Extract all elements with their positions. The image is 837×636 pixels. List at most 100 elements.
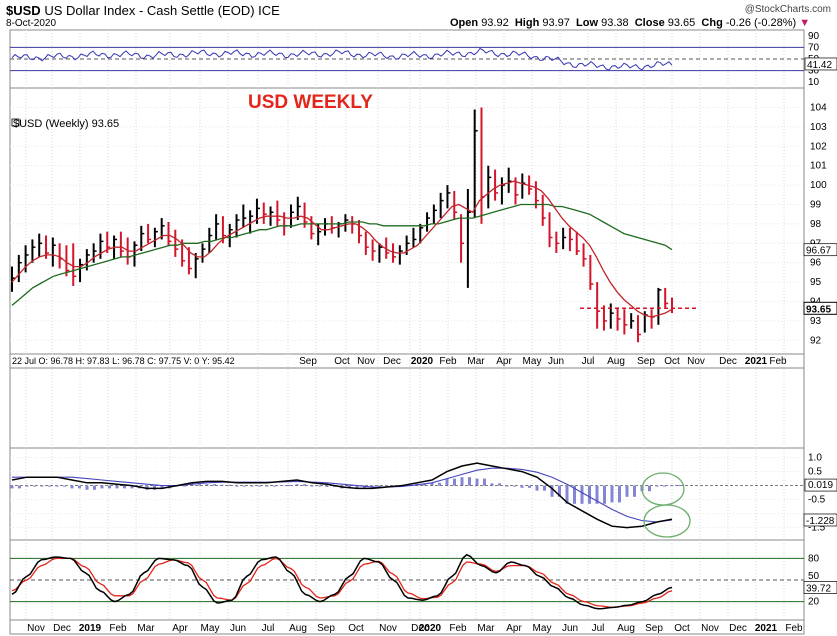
bottom-x-tick: Mar [137,623,155,634]
macd-histogram-bar [228,484,231,486]
price-value-box [803,301,837,315]
bottom-x-tick: Jun [562,623,578,634]
bottom-x-tick: May [533,623,552,634]
bottom-x-tick: Feb [449,623,467,634]
bottom-x-tick: Jun [230,623,246,634]
close-label: Close [634,17,665,29]
macd-value-box [803,513,837,527]
symbol-line: $USD US Dollar Index - Cash Settle (EOD)… [6,3,280,18]
macd-histogram-bar [70,485,74,489]
open-label: Open [450,17,479,29]
macd-histogram-bar [250,485,254,487]
price-axis-strip [9,353,805,369]
macd-histogram-bar [93,485,96,490]
bottom-axis-strip [9,619,805,635]
stochastic-tick-label: 80 [808,553,820,564]
volume-panel [9,367,805,449]
rsi-tick-label: 30 [808,66,820,77]
price-x-tick: Oct [334,356,350,367]
macd-histogram-bar [483,478,486,486]
stochastic-current-value: 39.72 [806,583,831,594]
price-x-tick: Aug [607,356,625,367]
macd-histogram-bar [558,485,561,497]
bottom-x-tick: Sep [317,623,335,634]
info-line: 22 Jul O: 96.78 H: 97.83 L: 96.78 C: 97.… [12,356,235,366]
macd-histogram-bar [273,485,276,487]
bottom-x-tick: May [201,623,220,634]
macd-histogram-bar [100,485,104,489]
price-x-tick: Dec [719,356,737,367]
macd-histogram-bar [198,484,201,486]
macd-histogram-bar [123,485,126,489]
price-x-tick: 2020 [411,356,434,367]
macd-current-value: -1.228 [806,516,835,527]
chg-value: -0.26 (-0.28%) [725,17,797,29]
macd-histogram-bar [288,485,291,487]
price-x-tick: 2021 [745,356,768,367]
rsi-current-value: 41.42 [807,60,832,71]
macd-histogram-bar [130,485,134,489]
macd-histogram-bar [498,483,501,486]
macd-histogram-bar [565,485,569,504]
macd-histogram-bar [378,485,381,487]
price-x-tick: May [523,356,542,367]
macd-histogram-bar [160,485,164,489]
low-label: Low [576,17,599,29]
stochastic-d-line [11,557,673,609]
macd-histogram-bar [183,485,186,487]
price-tick-label: 104 [810,103,827,114]
price-x-tick: Sep [637,356,655,367]
macd-signal-line [12,467,673,523]
macd-histogram-bar [63,485,66,487]
macd-line [11,462,673,529]
price-x-tick: Dec [383,356,401,367]
macd-histogram-bar [25,485,29,487]
macd-histogram-bar [580,485,584,504]
rsi-tick-label: 90 [808,31,820,42]
bottom-x-tick: Nov [701,623,719,634]
macd-histogram-bar [235,485,239,487]
macd-histogram-bar [648,485,651,492]
price-panel [9,87,805,355]
macd-histogram-bar [505,485,509,487]
credit: @StockCharts.com [744,4,831,15]
macd-histogram-bar [543,485,546,491]
macd-histogram-bar [550,485,554,497]
macd-histogram-bar [573,485,576,504]
bottom-x-tick: 2021 [755,623,778,634]
macd-histogram-bar [520,485,524,488]
price-tick-label: 102 [810,141,827,152]
macd-histogram-bar [33,485,36,487]
macd-histogram-bar [40,485,44,487]
price-tick-label: 103 [810,122,827,133]
macd-histogram-bar [108,485,111,489]
price-x-tick: Nov [687,356,705,367]
macd-histogram-bar [265,485,269,487]
price-tick-label: 92 [810,335,822,346]
bottom-x-tick: Feb [785,623,803,634]
rsi-value-box [804,57,837,71]
bottom-x-tick: Aug [289,623,307,634]
annotation-circle [643,504,691,538]
macd-tick-label: -1.5 [808,523,826,534]
macd-histogram-bar [10,485,14,489]
macd-histogram-bar [325,485,329,487]
macd-histogram-bar [370,485,374,487]
macd-histogram-bar [85,485,89,490]
macd-tick-label: 0.019 [808,480,833,491]
price-legend: $USD (Weekly) 93.65 [13,118,119,130]
stochastic-tick-label: 20 [808,597,820,608]
macd-histogram-bar [18,485,21,489]
macd-histogram-bar [528,485,531,488]
bottom-x-tick: Oct [674,623,690,634]
macd-histogram-bar [588,485,591,504]
stochastic-value-box [803,581,837,594]
macd-histogram-bar [318,485,321,487]
macd-histogram-bar [663,485,666,487]
macd-histogram-bar [258,485,261,487]
macd-histogram-bar [618,485,621,503]
bottom-x-tick: Jul [262,623,275,634]
price-tick-label: 98 [810,219,822,230]
bottom-x-tick: Aug [617,623,635,634]
